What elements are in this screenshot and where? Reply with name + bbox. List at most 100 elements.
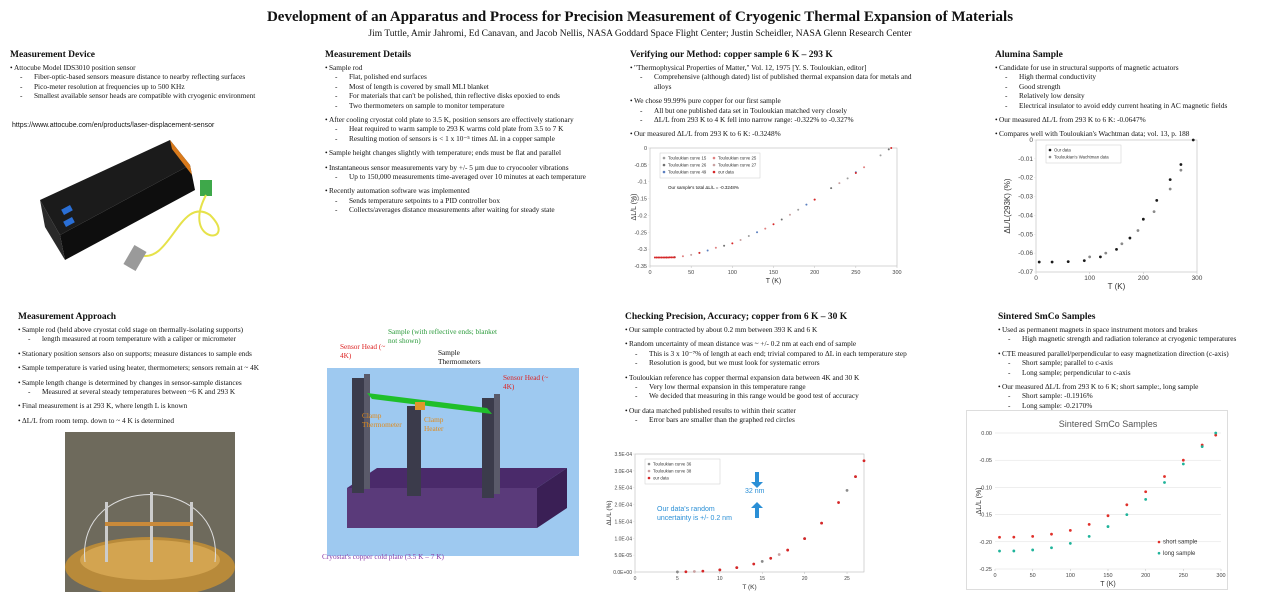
chart-svg: 0.0E+00 5.0E-05 1.0E-04 1.5E-04 2.0E-04 2.5E-… bbox=[606, 452, 866, 591]
data-point bbox=[1066, 260, 1070, 264]
bullet: Sample height changes slightly with temp… bbox=[325, 148, 615, 158]
sub-bullet: Pico-meter resolution at frequencies up … bbox=[10, 82, 300, 92]
legend-label: Touloukian curve 27 bbox=[718, 163, 757, 168]
data-point bbox=[1125, 513, 1129, 516]
sub-bullet: Two thermometers on sample to monitor te… bbox=[325, 101, 615, 111]
data-point bbox=[797, 208, 800, 211]
legend-box bbox=[644, 458, 721, 485]
data-point bbox=[701, 569, 705, 573]
data-point bbox=[756, 231, 759, 234]
data-point bbox=[786, 548, 790, 552]
bullet: ΔL/L from room temp. down to ~ 4 K is de… bbox=[18, 416, 308, 426]
data-point bbox=[1181, 458, 1185, 462]
data-point bbox=[1037, 260, 1041, 264]
data-point bbox=[663, 256, 666, 259]
bullet: Compares well with Touloukian's Wachtman… bbox=[995, 129, 1270, 139]
x-tick-label: 250 bbox=[1179, 573, 1188, 579]
data-point bbox=[1012, 549, 1016, 553]
x-tick-label: 300 bbox=[892, 270, 901, 276]
y-tick-label: -0.3 bbox=[638, 247, 647, 253]
legend-label: short sample bbox=[1163, 540, 1198, 546]
bullet: Our data matched published results to wi… bbox=[625, 406, 915, 416]
x-tick-label: 300 bbox=[1192, 275, 1203, 282]
data-point bbox=[845, 489, 849, 492]
data-point bbox=[747, 234, 750, 237]
data-point bbox=[1141, 217, 1145, 221]
data-point bbox=[692, 570, 696, 573]
data-point bbox=[1200, 445, 1204, 448]
sensor-photo bbox=[40, 140, 220, 272]
diagram-label: Sample Thermometers bbox=[438, 348, 481, 366]
data-point bbox=[1191, 138, 1195, 142]
bullet: Touloukian reference has copper thermal … bbox=[625, 373, 915, 383]
x-tick-label: 150 bbox=[769, 270, 778, 276]
legend-marker bbox=[1157, 551, 1161, 555]
y-tick-label: -0.06 bbox=[1018, 250, 1033, 257]
x-tick-label: 25 bbox=[844, 576, 850, 582]
diagram-label: Clamp Thermometer bbox=[362, 411, 402, 429]
data-point bbox=[1087, 534, 1091, 538]
data-point bbox=[723, 244, 726, 247]
legend-label: Touloukian curve 26 bbox=[668, 163, 707, 168]
data-point bbox=[653, 256, 656, 259]
x-tick-label: 20 bbox=[802, 576, 808, 582]
section: Verifying our Method: copper sample 6 K … bbox=[630, 50, 920, 139]
sub-bullet: Collects/averages distance measurements … bbox=[325, 205, 615, 215]
bullet: Stationary position sensors also on supp… bbox=[18, 349, 308, 359]
x-tick-label: 100 bbox=[728, 270, 737, 276]
sub-bullet: Smallest available sensor heads are comp… bbox=[10, 91, 300, 101]
chart-svg: 0-0.05-0.1-0.15-0.2-0.25-0.3-0.350 50 100 1… bbox=[631, 146, 902, 285]
y-tick-label: -0.02 bbox=[1018, 175, 1033, 182]
sub-bullet: Short sample; parallel to c-axis bbox=[998, 358, 1273, 368]
data-point bbox=[1088, 255, 1092, 259]
sub-bullet: For materials that can't be polished, th… bbox=[325, 91, 615, 101]
legend-label: Touloukian curve 49 bbox=[668, 170, 707, 175]
data-point bbox=[1031, 534, 1035, 538]
chart-svg: Sintered SmCo Samples 0.00 -0.05 -0.10 -0.15… bbox=[976, 419, 1226, 588]
legend-box bbox=[659, 152, 761, 179]
plot-frame bbox=[634, 453, 865, 573]
apparatus-photo bbox=[65, 432, 235, 592]
data-point bbox=[854, 475, 857, 478]
bullet: After cooling cryostat cold plate to 3.5… bbox=[325, 115, 615, 125]
data-point bbox=[862, 459, 866, 463]
data-point bbox=[780, 218, 783, 221]
chart: 0.0E+00 5.0E-05 1.0E-04 1.5E-04 2.0E-04 2.5E-… bbox=[605, 448, 870, 594]
sub-bullet: Long sample: -0.2170% bbox=[998, 401, 1273, 411]
data-point bbox=[1115, 247, 1118, 251]
arrow bbox=[751, 502, 763, 518]
section-heading: Measurement Details bbox=[325, 50, 412, 60]
sub-bullet: Fiber-optic-based sensors measure distan… bbox=[10, 72, 300, 82]
data-point bbox=[1152, 210, 1156, 214]
bullet-list: Our sample contracted by about 0.2 mm be… bbox=[625, 325, 915, 425]
data-point bbox=[1068, 542, 1072, 545]
data-point bbox=[838, 182, 841, 185]
x-tick-label: 0 bbox=[648, 270, 651, 276]
sub-bullet: Sends temperature setpoints to a PID con… bbox=[325, 196, 615, 206]
data-point bbox=[813, 198, 816, 201]
data-point bbox=[735, 566, 739, 570]
bullet: Our measured ΔL/L from 293 K to 6 K: -0.… bbox=[630, 129, 920, 139]
bullet: CTE measured parallel/perpendicular to e… bbox=[998, 349, 1273, 359]
section-heading: Alumina Sample bbox=[995, 50, 1063, 60]
data-point bbox=[805, 203, 808, 206]
data-point bbox=[681, 255, 684, 258]
legend-label: Our data bbox=[1054, 148, 1071, 153]
x-tick-label: 100 bbox=[1084, 275, 1095, 282]
legend-box bbox=[1045, 144, 1122, 164]
x-tick-label: 200 bbox=[1138, 275, 1149, 282]
chart-svg: 0-0.01-0.02-0.03-0.04-0.05-0.06-0.070 100… bbox=[1003, 137, 1203, 291]
sub-bullet: length measured at room temperature with… bbox=[18, 334, 308, 344]
data-point bbox=[764, 227, 767, 230]
data-point bbox=[1214, 433, 1218, 437]
y-tick-label: -0.04 bbox=[1018, 212, 1033, 219]
y-tick-label: -0.05 bbox=[634, 163, 647, 169]
data-point bbox=[1125, 503, 1129, 507]
sub-bullet: We decided that measuring in this range … bbox=[625, 391, 915, 401]
diagram-label: Clamp Heater bbox=[424, 415, 444, 433]
data-point bbox=[887, 148, 890, 151]
data-point bbox=[1031, 548, 1035, 552]
bullet: Sample temperature is varied using heate… bbox=[18, 363, 308, 373]
legend-marker bbox=[712, 170, 716, 174]
legend-marker bbox=[1157, 540, 1161, 544]
